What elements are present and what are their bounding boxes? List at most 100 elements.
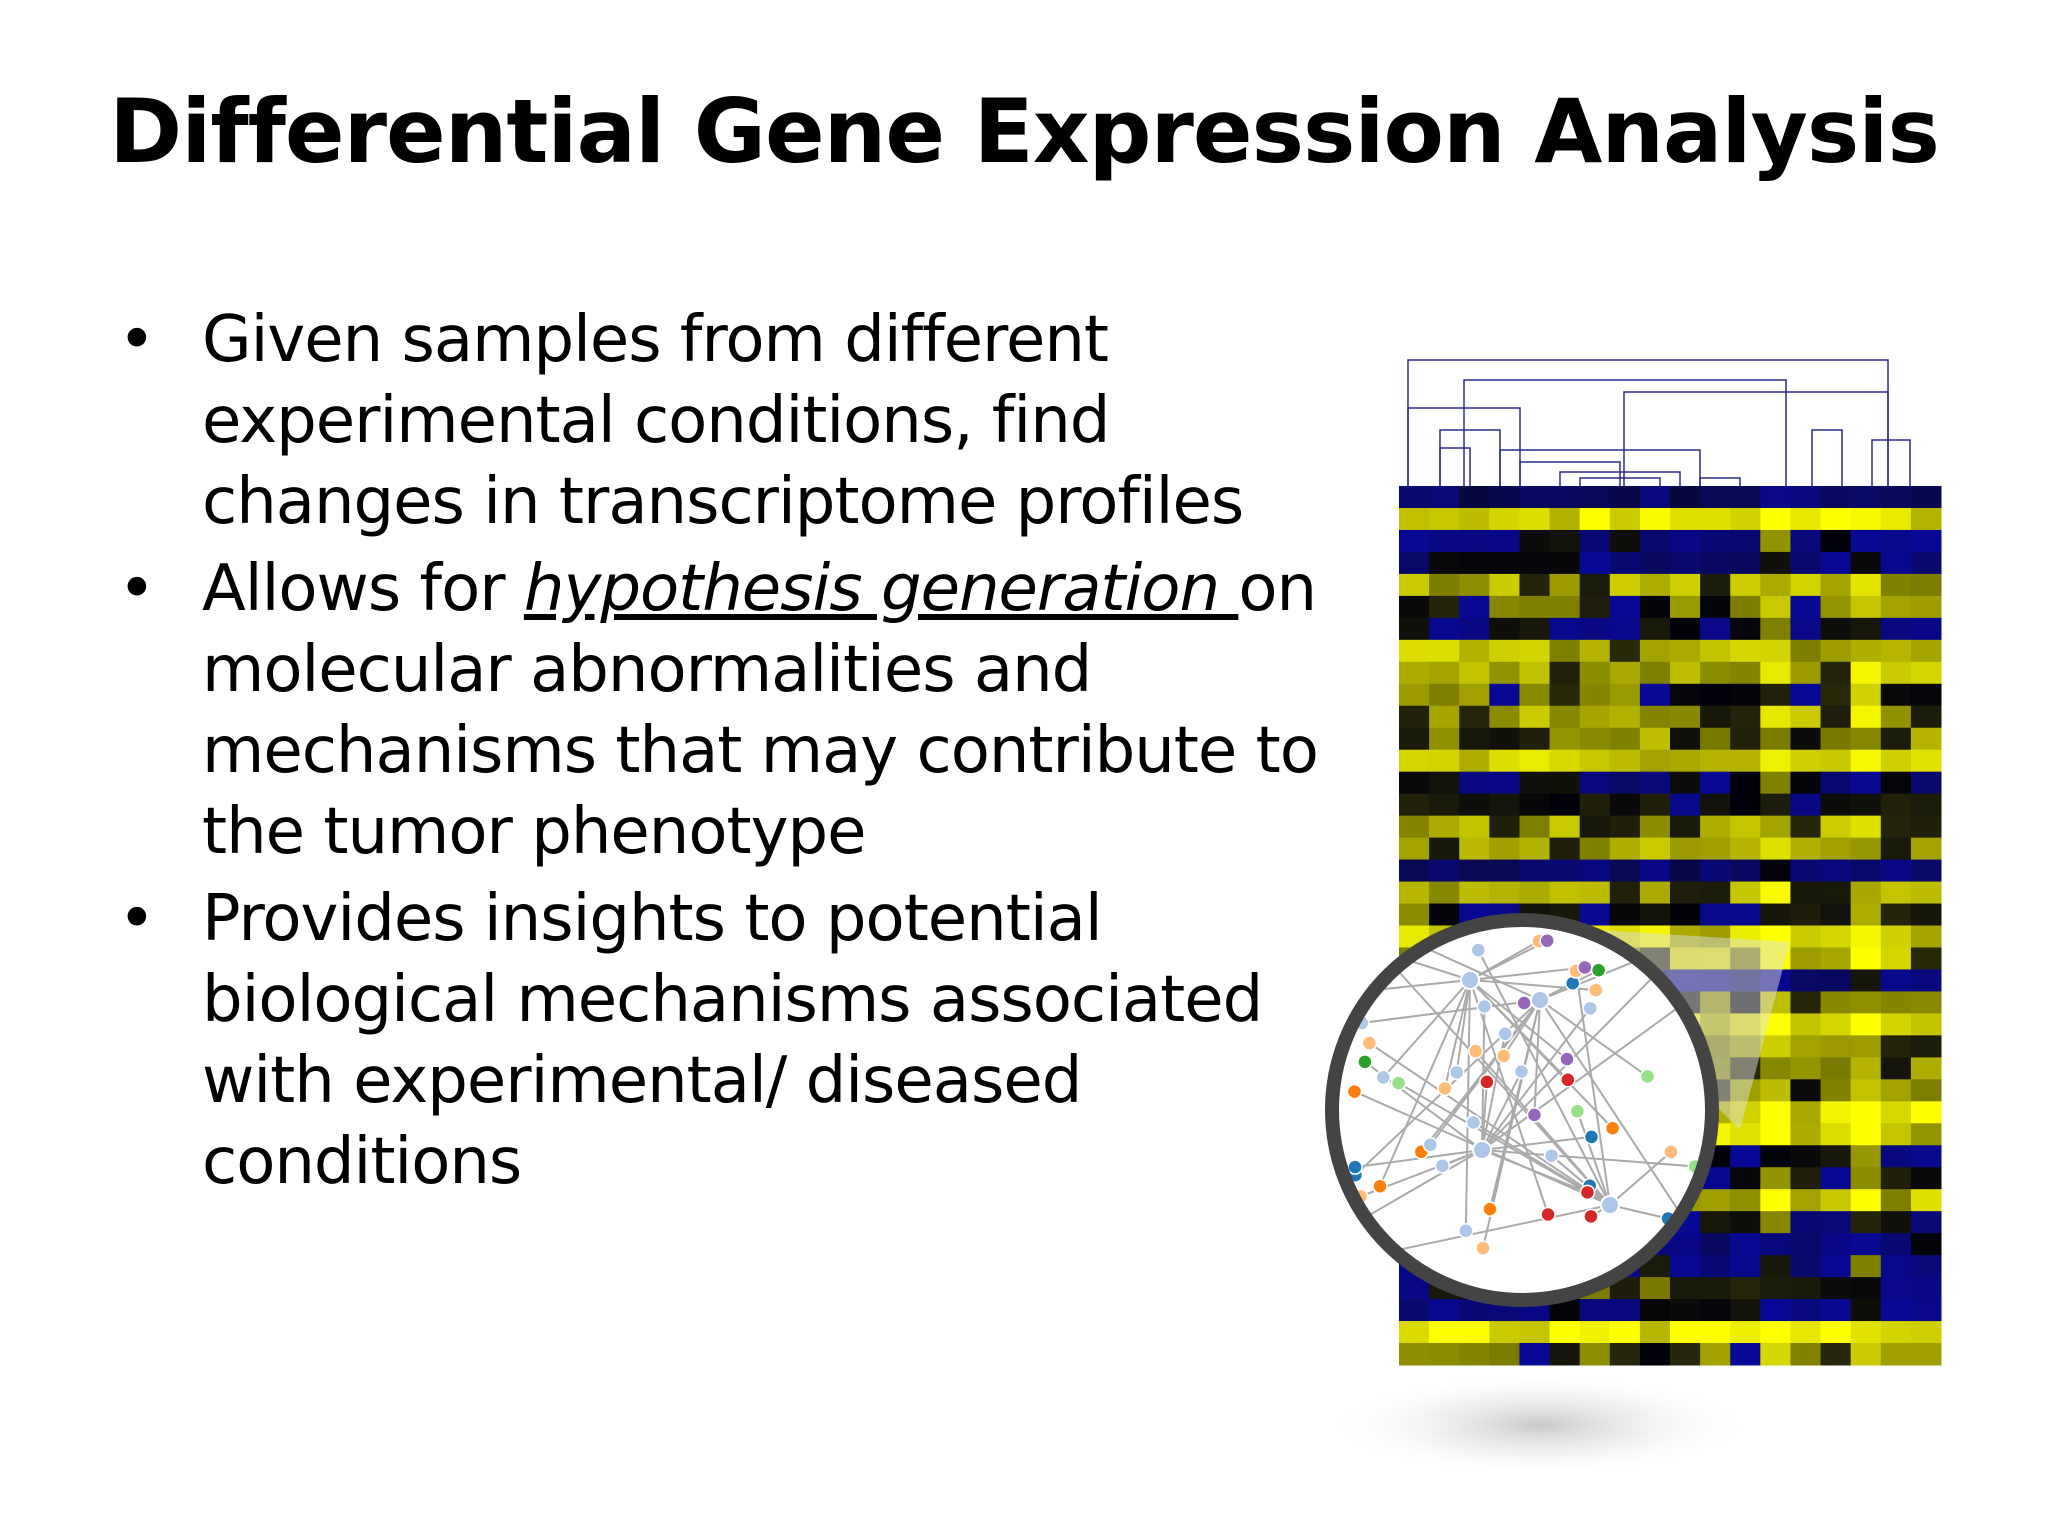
heatmap-cell (1609, 661, 1641, 685)
heatmap-cell (1760, 486, 1791, 509)
heatmap-cell (1820, 573, 1852, 597)
dendrogram-link (1623, 391, 1889, 486)
heatmap-cell (1429, 727, 1460, 751)
heatmap-cell (1910, 595, 1942, 619)
heatmap-cell (1790, 881, 1822, 905)
heatmap-cell (1519, 683, 1551, 707)
heatmap-cell (1760, 1321, 1791, 1344)
heatmap-cell (1399, 551, 1430, 575)
heatmap-cell (1730, 1123, 1761, 1146)
heatmap-cell (1820, 1035, 1852, 1058)
heatmap-cell (1760, 903, 1791, 926)
network-edge (1481, 1135, 1592, 1151)
heatmap-cell (1880, 1233, 1912, 1256)
heatmap-cell (1459, 573, 1490, 597)
heatmap-cell (1820, 683, 1852, 707)
heatmap-cell (1790, 595, 1822, 619)
heatmap-cell (1459, 683, 1490, 707)
heatmap-cell (1579, 727, 1611, 751)
heatmap-cell (1429, 639, 1460, 663)
heatmap-cell (1850, 683, 1882, 707)
heatmap-cell (1910, 925, 1942, 948)
heatmap-cell (1820, 595, 1852, 619)
heatmap-cell (1910, 1145, 1942, 1168)
heatmap-cell (1549, 727, 1581, 751)
heatmap-cell (1910, 1189, 1942, 1212)
heatmap-cell (1519, 486, 1551, 509)
heatmap-cell (1910, 529, 1942, 553)
heatmap-cell (1609, 727, 1641, 751)
heatmap-cell (1700, 573, 1731, 597)
heatmap-cell (1519, 573, 1551, 597)
heatmap-cell (1399, 529, 1430, 553)
network-node (1513, 1063, 1530, 1080)
heatmap-cell (1670, 1277, 1701, 1300)
heatmap-cell (1579, 507, 1611, 531)
heatmap-cell (1609, 749, 1641, 773)
emphasis: hypothesis generation (523, 552, 1239, 626)
heatmap-cell (1700, 1211, 1731, 1234)
heatmap-cell (1790, 793, 1822, 817)
network-node (1347, 1159, 1363, 1175)
heatmap-cell (1459, 859, 1490, 883)
heatmap-cell (1910, 1013, 1942, 1036)
heatmap-cell (1609, 837, 1641, 861)
heatmap-cell (1609, 771, 1641, 795)
network-node (1390, 1075, 1407, 1091)
heatmap-cell (1730, 1145, 1761, 1168)
heatmap-cell (1790, 771, 1822, 795)
heatmap-cell (1850, 1233, 1882, 1256)
heatmap-cell (1700, 486, 1731, 509)
heatmap-cell (1670, 551, 1701, 575)
heatmap-cell (1910, 1255, 1942, 1278)
heatmap-cell (1429, 529, 1460, 553)
heatmap-cell (1639, 705, 1671, 729)
heatmap-cell (1399, 815, 1430, 839)
heatmap-cell (1880, 661, 1912, 685)
heatmap-cell (1639, 749, 1671, 773)
heatmap-cell (1760, 661, 1791, 685)
network-node (1357, 1054, 1373, 1070)
heatmap-cell (1820, 1321, 1852, 1344)
heatmap-cell (1489, 771, 1520, 795)
heatmap-cell (1399, 749, 1430, 773)
heatmap-cell (1910, 1057, 1942, 1080)
dendrogram-link (1407, 407, 1521, 486)
heatmap-cell (1459, 705, 1490, 729)
heatmap-cell (1790, 1079, 1822, 1102)
heatmap-cell (1459, 837, 1490, 861)
heatmap-cell (1820, 486, 1852, 509)
heatmap-cell (1730, 617, 1761, 641)
heatmap-cell (1850, 1189, 1882, 1212)
heatmap-cell (1880, 1277, 1912, 1300)
heatmap-cell (1489, 551, 1520, 575)
heatmap-cell (1820, 1211, 1852, 1234)
heatmap-cell (1820, 1145, 1852, 1168)
heatmap-cell (1910, 683, 1942, 707)
heatmap-cell (1790, 1255, 1822, 1278)
network-node (1540, 1206, 1556, 1223)
heatmap-cell (1639, 639, 1671, 663)
heatmap-cell (1760, 1035, 1791, 1058)
heatmap-cell (1910, 1123, 1942, 1146)
network-edge (1539, 956, 1644, 1001)
heatmap-cell (1910, 991, 1942, 1014)
network-edge (1379, 979, 1471, 1187)
network-edge (1455, 979, 1471, 1073)
heatmap-cell (1880, 793, 1912, 817)
heatmap-cell (1850, 749, 1882, 773)
heatmap-cell (1790, 969, 1822, 992)
heatmap-cell (1850, 705, 1882, 729)
heatmap-cell (1880, 815, 1912, 839)
network-edge (1376, 947, 1611, 1206)
heatmap-cell (1760, 1123, 1791, 1146)
heatmap-cell (1670, 881, 1701, 905)
heatmap-cell (1910, 1211, 1942, 1234)
network-node (1577, 959, 1593, 976)
heatmap-cell (1730, 1167, 1761, 1190)
heatmap-cell (1850, 771, 1882, 795)
network-node (1497, 1025, 1513, 1042)
heatmap-cell (1760, 1211, 1791, 1234)
heatmap-cell (1700, 1277, 1731, 1300)
